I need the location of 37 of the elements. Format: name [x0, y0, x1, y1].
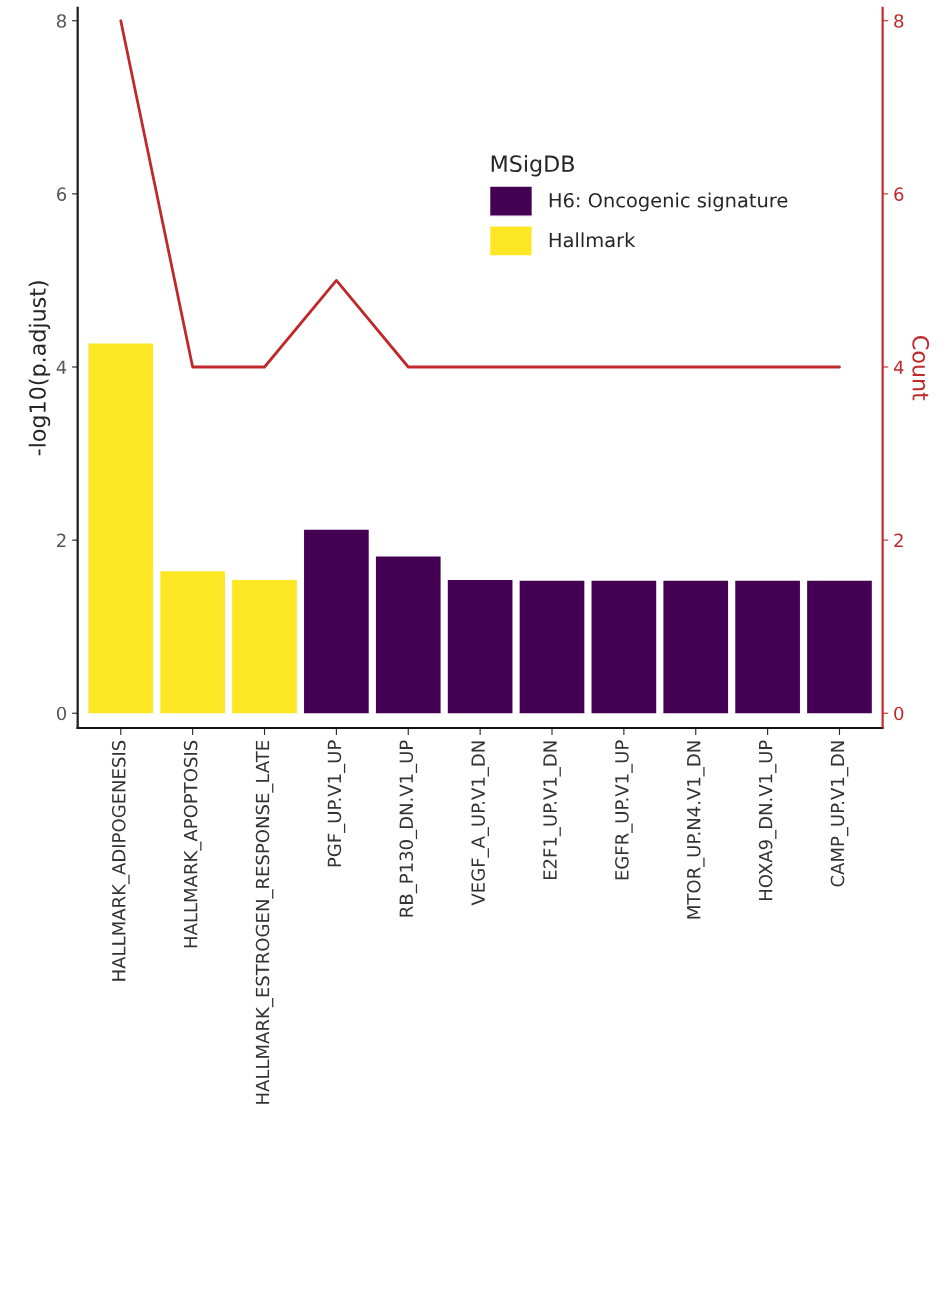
x-tick-label: RB_P130_DN.V1_UP: [399, 740, 418, 917]
y-tick-label: 0: [56, 706, 67, 721]
y2-tick-label: 0: [894, 706, 904, 721]
y2-tick-label: 4: [893, 360, 904, 374]
x-tick-label: HALLMARK_APOPTOSIS: [183, 740, 202, 948]
y-tick-label: 4: [56, 360, 67, 374]
x-tick-label: HOXA9_DN.V1_UP: [758, 740, 777, 900]
bar: [591, 580, 657, 714]
x-tick-label: PGF_UP.V1_UP: [327, 740, 346, 867]
bar: [807, 580, 872, 714]
bar: [663, 580, 729, 714]
x-tick-label: HALLMARK_ESTROGEN_RESPONSE_LATE: [255, 740, 274, 1104]
x-tick-label: E2F1_UP.V1_DN: [543, 741, 561, 880]
bar: [160, 571, 225, 714]
x-tick-label: EGFR_UP.V1_UP: [615, 740, 633, 880]
y-axis-title: -log10(p.adjust): [28, 281, 51, 456]
bar: [232, 579, 297, 714]
bar: [375, 556, 441, 714]
x-tick-label: MTOR_UP.N4.V1_DN: [686, 741, 705, 919]
y2-tick-label: 2: [894, 533, 903, 547]
legend-label: H6: Oncogenic signature: [549, 192, 788, 212]
bar: [519, 580, 585, 714]
bar: [735, 580, 800, 714]
bar: [447, 579, 513, 714]
y2-axis-title: Count: [912, 336, 930, 401]
legend-title: MSigDB: [491, 154, 574, 177]
y-tick-label: 6: [57, 187, 67, 201]
x-tick-label: HALLMARK_ADIPOGENESIS: [111, 740, 130, 981]
y2-tick-label: 8: [894, 14, 904, 28]
bar: [88, 343, 154, 714]
bar: [304, 529, 369, 714]
x-tick-label: CAMP_UP.V1_DN: [830, 741, 849, 887]
y-tick-label: 8: [56, 14, 66, 28]
y2-tick-label: 6: [894, 187, 904, 201]
legend-label: Hallmark: [549, 232, 636, 248]
y-tick-label: 2: [57, 533, 66, 547]
x-tick-label: VEGF_A_UP.V1_DN: [471, 741, 489, 906]
